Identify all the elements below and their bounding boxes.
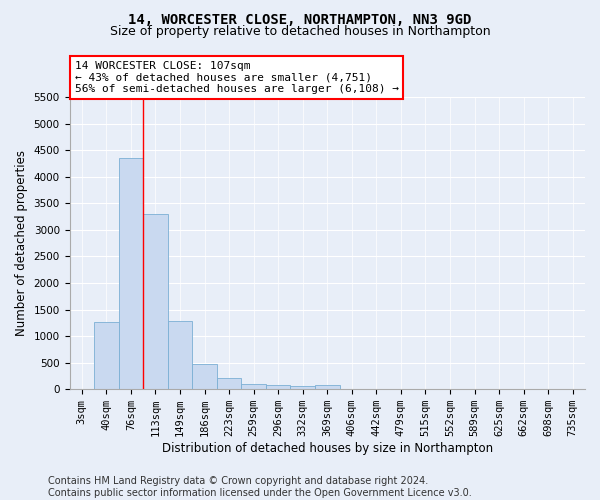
- Bar: [192, 364, 217, 389]
- Bar: [94, 322, 119, 389]
- Text: 14 WORCESTER CLOSE: 107sqm
← 43% of detached houses are smaller (4,751)
56% of s: 14 WORCESTER CLOSE: 107sqm ← 43% of deta…: [74, 61, 398, 94]
- Text: 14, WORCESTER CLOSE, NORTHAMPTON, NN3 9GD: 14, WORCESTER CLOSE, NORTHAMPTON, NN3 9G…: [128, 12, 472, 26]
- X-axis label: Distribution of detached houses by size in Northampton: Distribution of detached houses by size …: [162, 442, 493, 455]
- Bar: [266, 385, 290, 389]
- Bar: [217, 378, 241, 389]
- Y-axis label: Number of detached properties: Number of detached properties: [15, 150, 28, 336]
- Bar: [241, 384, 266, 389]
- Bar: [143, 214, 168, 389]
- Bar: [168, 321, 192, 389]
- Text: Size of property relative to detached houses in Northampton: Size of property relative to detached ho…: [110, 25, 490, 38]
- Bar: [315, 384, 340, 389]
- Bar: [119, 158, 143, 389]
- Text: Contains HM Land Registry data © Crown copyright and database right 2024.
Contai: Contains HM Land Registry data © Crown c…: [48, 476, 472, 498]
- Bar: [290, 386, 315, 389]
